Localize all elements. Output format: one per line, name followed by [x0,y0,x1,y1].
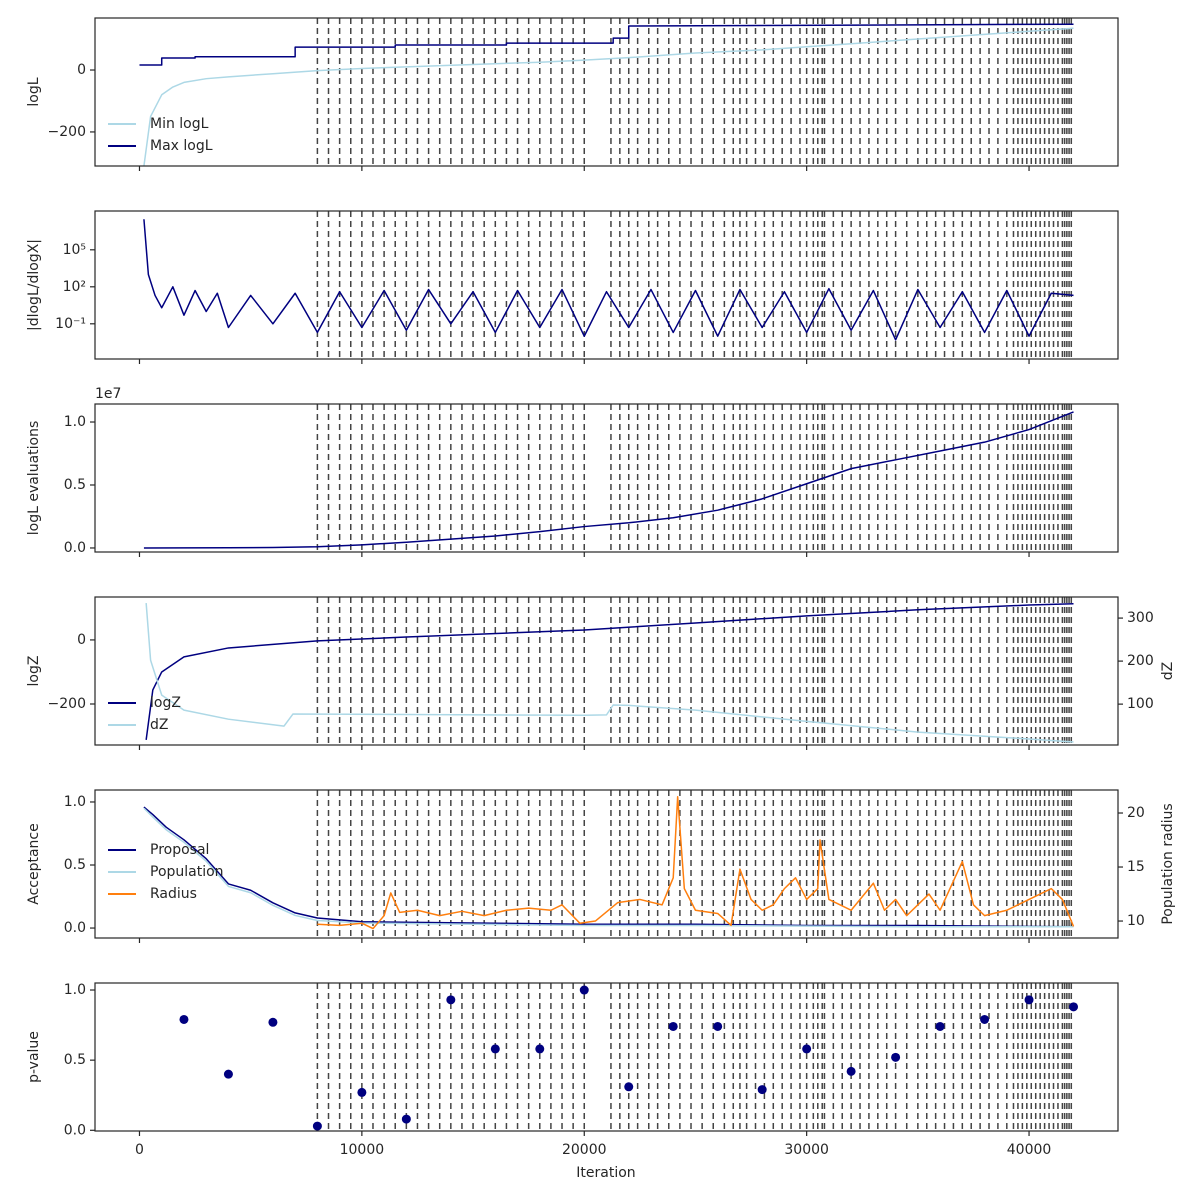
y-tick-label: 0.5 [64,857,86,873]
y-tick-label: −200 [48,696,86,712]
legend-label: dZ [150,717,168,733]
y-axis-label: p-value [26,1031,42,1083]
panel [179,983,1079,1131]
point [535,1044,545,1054]
y-tick-label: 0 [77,632,86,648]
legend-label: logZ [150,695,181,711]
y-axis-label: logL evaluations [26,421,42,536]
series-line [143,411,1074,549]
point [935,1021,945,1031]
y-tick-label: 10⁻¹ [55,316,86,332]
y2-tick-label: 15 [1127,859,1145,875]
series-line [145,602,1074,743]
point [312,1121,322,1131]
panel [143,211,1074,359]
axes-frame [94,403,1119,553]
point [980,1014,990,1024]
offset-label: 1e7 [95,386,121,402]
y-tick-label: −200 [48,124,86,140]
x-axis-label: Iteration [576,1165,635,1181]
y-tick-label: 0.0 [64,540,86,556]
point [446,995,456,1005]
y-tick-label: 10² [63,279,86,295]
legend-label: Min logL [150,116,209,132]
point [1024,995,1034,1005]
axes-frame [94,17,1119,167]
point [713,1021,723,1031]
point [624,1082,634,1092]
x-tick-label: 40000 [1007,1142,1052,1158]
axes-frame [94,982,1119,1132]
point [490,1044,500,1054]
y-tick-label: 10⁵ [63,242,86,258]
panel [145,597,1074,745]
y-tick-label: 1.0 [64,794,86,810]
y-tick-label: 0.0 [64,920,86,936]
point [757,1085,767,1095]
panel [139,18,1074,166]
y2-tick-label: 10 [1127,913,1145,929]
series-line [143,219,1074,341]
y-tick-label: 0 [77,62,86,78]
point [401,1114,411,1124]
panel [143,790,1075,938]
point [179,1014,189,1024]
y-tick-label: 1.0 [64,414,86,430]
point [268,1017,278,1027]
y2-tick-label: 20 [1127,805,1145,821]
series-line [139,23,1074,66]
y-tick-label: 0.5 [64,1052,86,1068]
y2-axis-label: dZ [1160,662,1176,680]
y-axis-label: logZ [26,656,42,687]
y-tick-label: 1.0 [64,982,86,998]
point [579,985,589,995]
point [357,1087,367,1097]
y2-tick-label: 300 [1127,610,1154,626]
series-line [317,796,1075,930]
legend-label: Proposal [150,842,209,858]
axes-frame [94,596,1119,746]
axes-frame [94,789,1119,939]
panel [143,404,1074,552]
point [668,1021,678,1031]
point [802,1044,812,1054]
legend-label: Population [150,864,224,880]
y-axis-label: Acceptance [26,823,42,904]
series-line [145,602,1074,740]
series-line [143,27,1074,166]
point [846,1066,856,1076]
y-tick-label: 0.5 [64,477,86,493]
point [891,1052,901,1062]
y2-axis-label: Population radius [1160,803,1176,924]
point [223,1069,233,1079]
y-tick-label: 0.0 [64,1122,86,1138]
y-axis-label: |dlogL/dlogX| [26,239,42,331]
x-tick-label: 0 [135,1142,144,1158]
axes-frame [94,210,1119,360]
point [1069,1002,1079,1012]
legend-label: Radius [150,886,197,902]
y2-tick-label: 100 [1127,696,1154,712]
x-tick-label: 10000 [340,1142,385,1158]
y-axis-label: logL [26,77,42,106]
series-line [143,806,1074,928]
x-tick-label: 30000 [784,1142,829,1158]
y2-tick-label: 200 [1127,653,1154,669]
series-line [143,807,1074,928]
legend-label: Max logL [150,138,213,154]
x-tick-label: 20000 [562,1142,607,1158]
